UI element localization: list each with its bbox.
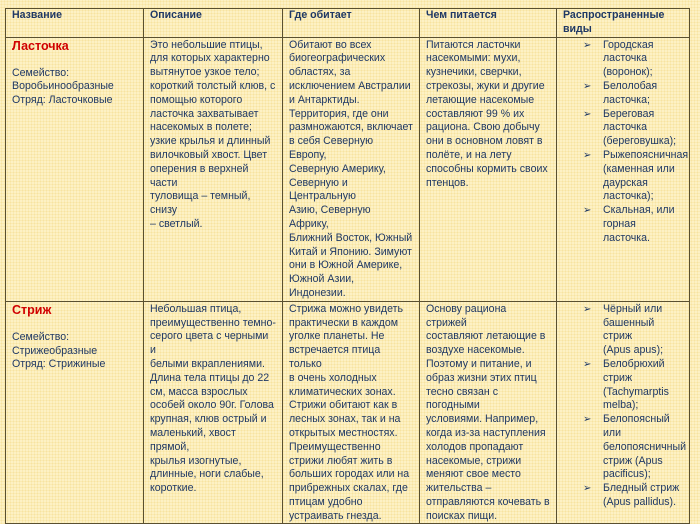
bird-name: Стриж: [12, 302, 52, 317]
diet-cell: Питаются ласточки насекомыми: мухи, кузн…: [419, 36, 557, 302]
species-item: ➢ Береговая ласточка (береговушка);: [583, 108, 683, 149]
arrowhead-bullet-icon: ➢: [583, 303, 592, 315]
species-name: Городская ласточка (воронок);: [603, 38, 654, 79]
species-item: ➢ Городская ласточка (воронок);: [583, 39, 683, 80]
arrowhead-bullet-icon: ➢: [583, 358, 592, 370]
arrowhead-bullet-icon: ➢: [583, 80, 592, 92]
species-name: Белобрюхий стриж (Tachymarptis melba);: [603, 357, 669, 412]
header-name: Название: [5, 8, 144, 38]
species-name: Чёрный или башенный стриж (Apus apus);: [603, 302, 664, 357]
species-item: ➢ Скальная, или горная ласточка.: [583, 204, 683, 245]
taxonomy: Семейство: Стрижеобразные Отряд: Стрижин…: [12, 330, 106, 371]
name-cell: Ласточка Семейство: Воробьинообразные Отр…: [5, 36, 144, 302]
table-row: Стриж Семейство: Стрижеобразные Отряд: Ст…: [5, 300, 690, 524]
species-item: ➢ Чёрный или башенный стриж (Apus apus);: [583, 303, 683, 358]
name-cell: Стриж Семейство: Стрижеобразные Отряд: Ст…: [5, 300, 144, 524]
bird-name: Ласточка: [12, 38, 69, 53]
description-cell: Это небольшие птицы, для которых характе…: [143, 36, 283, 302]
species-name: Береговая ласточка (береговушка);: [603, 107, 677, 148]
diet-cell: Основу рациона стрижей составляют летающ…: [419, 300, 557, 524]
species-name: Скальная, или горная ласточка.: [603, 204, 675, 244]
header-diet: Чем питается: [419, 8, 557, 38]
species-list: ➢ Городская ласточка (воронок); ➢ Белолобая…: [563, 39, 688, 246]
header-species: Распространенные виды: [556, 8, 690, 38]
arrowhead-bullet-icon: ➢: [583, 108, 592, 120]
birds-table: Название Описание Где обитает Чем питает…: [5, 8, 690, 524]
arrowhead-bullet-icon: ➢: [583, 414, 592, 426]
arrowhead-bullet-icon: ➢: [583, 39, 592, 51]
species-name: Белопоясный или белопоясничный стриж (Ap…: [603, 413, 687, 481]
arrowhead-bullet-icon: ➢: [583, 205, 592, 217]
species-name: Бледный стриж (Apus pallidus).: [603, 482, 680, 508]
table-row: Ласточка Семейство: Воробьинообразные Отр…: [5, 36, 690, 302]
habitat-cell: Стрижа можно увидеть практически в каждо…: [282, 300, 420, 524]
header-description: Описание: [143, 8, 283, 38]
species-item: ➢ Бледный стриж (Apus pallidus).: [583, 482, 683, 510]
species-item: ➢ Белолобая ласточка;: [583, 80, 683, 108]
description-cell: Небольшая птица, преимущественно темно- …: [143, 300, 283, 524]
arrowhead-bullet-icon: ➢: [583, 483, 592, 495]
header-habitat: Где обитает: [282, 8, 420, 38]
taxonomy: Семейство: Воробьинообразные Отряд: Ласт…: [12, 66, 114, 107]
species-cell: ➢ Городская ласточка (воронок); ➢ Белолобая…: [556, 36, 690, 302]
species-name: Рыжепоясничная (каменная или даурская ла…: [603, 148, 689, 203]
species-name: Белолобая ласточка;: [603, 79, 658, 106]
species-list: ➢ Чёрный или башенный стриж (Apus apus); ➢…: [563, 303, 687, 510]
habitat-cell: Обитают во всех биогеографических област…: [282, 36, 420, 302]
arrowhead-bullet-icon: ➢: [583, 149, 592, 161]
species-item: ➢ Рыжепоясничная (каменная или даурская л…: [583, 149, 688, 204]
species-item: ➢ Белопоясный или белопоясничный стриж (A…: [583, 413, 687, 482]
header-row: Название Описание Где обитает Чем питает…: [5, 8, 690, 38]
species-cell: ➢ Чёрный или башенный стриж (Apus apus); ➢…: [556, 300, 690, 524]
species-item: ➢ Белобрюхий стриж (Tachymarptis melba);: [583, 358, 683, 413]
